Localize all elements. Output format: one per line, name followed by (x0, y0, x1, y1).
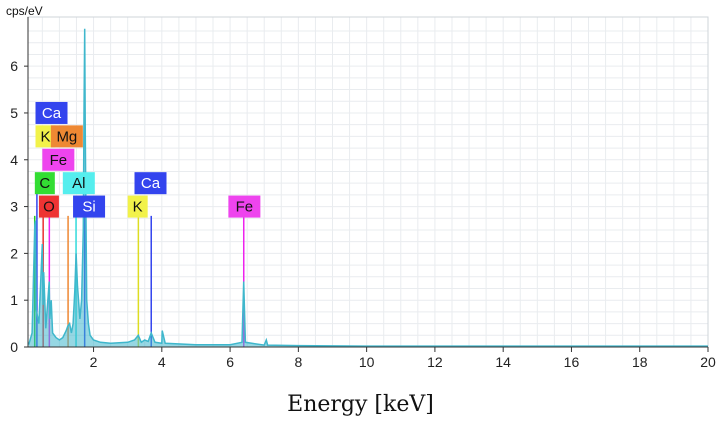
element-label-text: Si (82, 199, 95, 216)
element-label-box (42, 148, 75, 171)
element-label-k: K (35, 125, 56, 148)
element-label-box (35, 125, 56, 148)
x-tick-labels: 2 4 6 8 10 12 14 16 18 20 (90, 347, 716, 370)
x-tick-label: 16 (564, 354, 580, 370)
x-tick-label: 12 (427, 354, 443, 370)
y-tick-labels: 0 1 2 3 4 5 6 (10, 58, 28, 355)
y-tick-label: 4 (10, 152, 18, 168)
element-label-box (127, 195, 148, 218)
element-label-text: Mg (56, 128, 77, 145)
element-label-fe: Fe (228, 195, 261, 218)
element-label-text: O (43, 199, 55, 216)
y-axis-unit-label: cps/eV (6, 4, 43, 18)
element-label-text: Fe (236, 199, 254, 216)
element-label-text: Ca (42, 105, 62, 122)
element-label-box (50, 125, 83, 148)
element-label-box (38, 195, 59, 218)
element-label-text: Fe (50, 152, 68, 169)
y-tick-label: 6 (10, 58, 18, 74)
element-label-si: Si (73, 195, 106, 218)
x-tick-label: 2 (90, 354, 98, 370)
x-tick-label: 18 (632, 354, 648, 370)
element-label-box (62, 172, 95, 195)
element-label-text: K (133, 199, 143, 216)
element-label-mg: Mg (50, 125, 83, 148)
element-label-box (73, 195, 106, 218)
y-tick-label: 5 (10, 105, 18, 121)
spectrum-series (27, 28, 708, 347)
y-tick-label: 2 (10, 245, 18, 261)
element-label-c: C (34, 172, 55, 195)
y-tick-label: 0 (10, 339, 18, 355)
element-label-al: Al (62, 172, 95, 195)
spectrum-area (28, 28, 708, 347)
x-tick-label: 8 (294, 354, 302, 370)
element-label-box (228, 195, 261, 218)
element-label-text: Ca (141, 175, 161, 192)
spectrum-line (27, 28, 708, 347)
x-axis-label: Energy [keV] (287, 392, 434, 417)
x-tick-label: 20 (700, 354, 716, 370)
element-label-box (34, 172, 55, 195)
element-label-box (35, 101, 68, 124)
element-label-k: K (127, 195, 148, 218)
element-label-o: O (38, 195, 59, 218)
element-label-fe: Fe (42, 148, 75, 171)
element-label-text: K (41, 128, 51, 145)
x-tick-label: 10 (359, 354, 375, 370)
x-tick-label: 6 (226, 354, 234, 370)
element-label-ca: Ca (134, 172, 167, 195)
element-label-text: C (39, 175, 50, 192)
x-tick-label: 4 (158, 354, 166, 370)
x-tick-label: 14 (495, 354, 511, 370)
y-tick-label: 1 (10, 292, 18, 308)
y-tick-label: 3 (10, 199, 18, 215)
element-label-text: Al (72, 175, 85, 192)
element-label-box (134, 172, 167, 195)
grid (28, 17, 708, 347)
element-label-ca: Ca (35, 101, 68, 124)
